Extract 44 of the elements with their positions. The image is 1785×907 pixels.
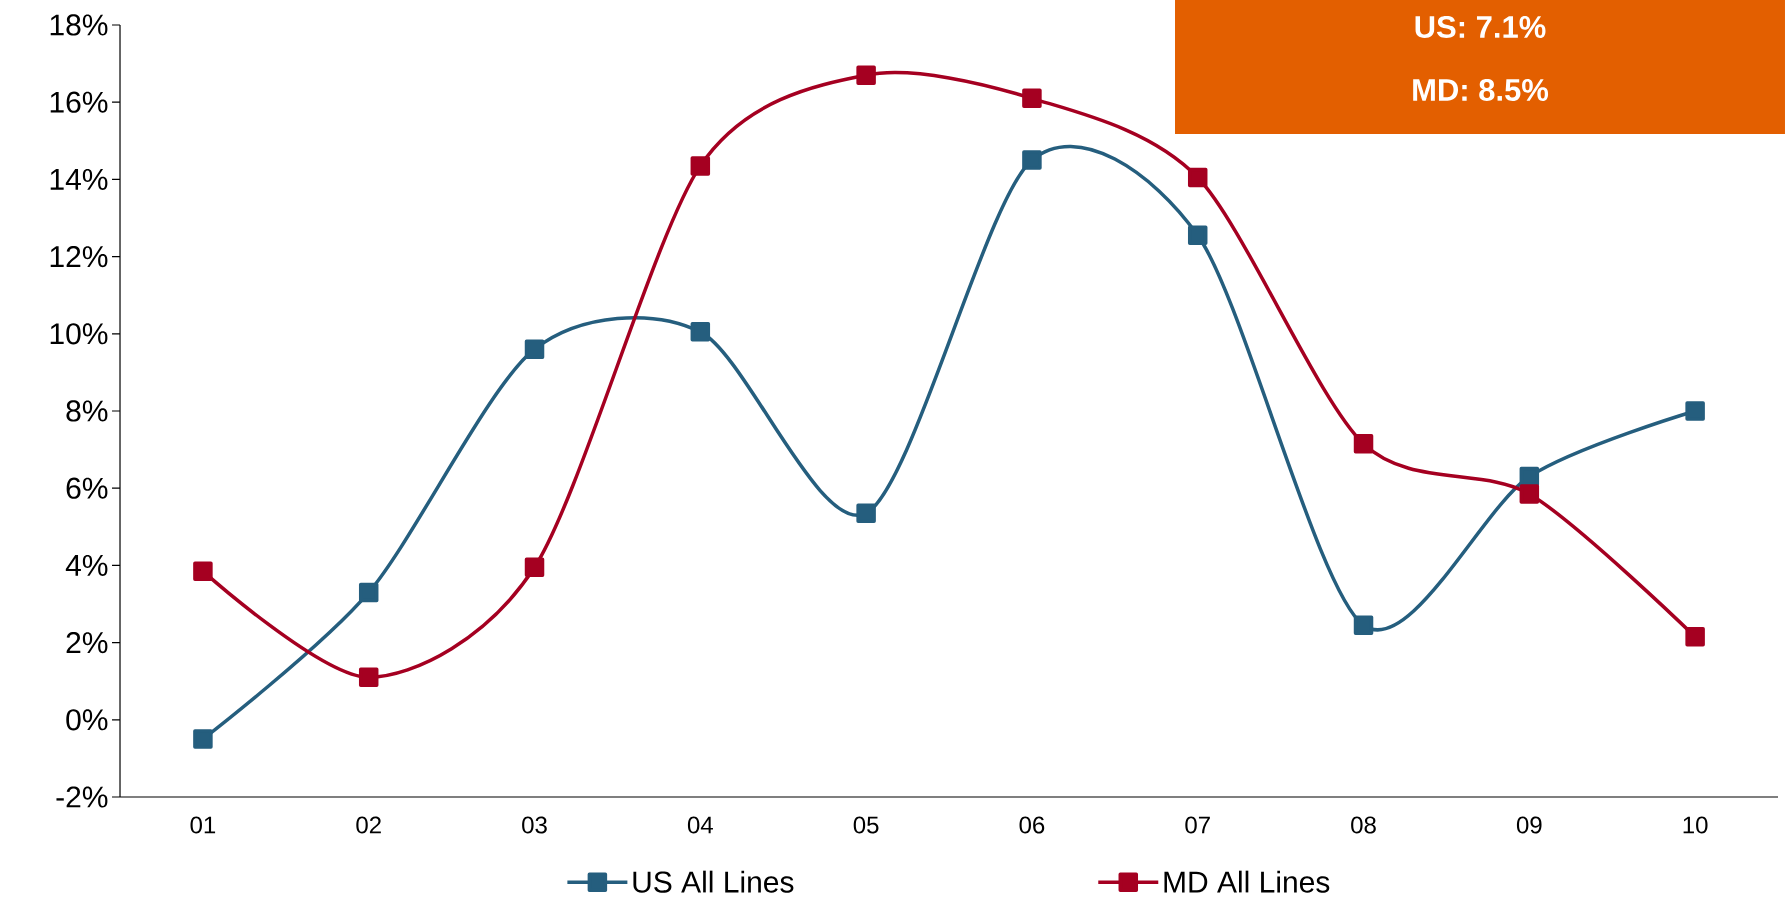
point xyxy=(193,561,213,581)
point xyxy=(1187,167,1208,188)
y-tick-label: -2% xyxy=(56,786,108,808)
point xyxy=(1022,88,1042,109)
point xyxy=(193,729,213,749)
point xyxy=(1353,615,1374,635)
legend-label: US All Lines xyxy=(633,870,794,893)
x-tick-label: 04 xyxy=(687,816,713,834)
point xyxy=(1519,484,1540,504)
point xyxy=(524,339,545,359)
legend-label: MD All Lines xyxy=(1164,870,1330,893)
x-tick-label: 03 xyxy=(522,816,547,834)
point xyxy=(856,503,876,524)
point xyxy=(1685,401,1705,421)
annotation: MD: 8.5% xyxy=(1413,79,1549,101)
point xyxy=(358,582,379,603)
y-tick-label: 6% xyxy=(66,477,108,499)
y-tick-label: 2% xyxy=(66,632,108,654)
x-tick-label: 09 xyxy=(1516,816,1542,834)
point xyxy=(1187,225,1208,246)
x-tick-label: 05 xyxy=(853,816,879,834)
y-tick-label: 4% xyxy=(65,554,108,576)
y-tick-label: 18% xyxy=(50,14,108,36)
point xyxy=(856,65,876,85)
x-tick-label: 10 xyxy=(1683,816,1708,834)
annotation: US: 7.1% xyxy=(1415,16,1546,38)
point xyxy=(1022,150,1042,170)
y-tick-label: 10% xyxy=(50,323,108,345)
y-tick-label: 8% xyxy=(66,400,108,422)
x-tick-label: 01 xyxy=(190,816,216,834)
x-tick-label: 07 xyxy=(1185,816,1210,834)
point xyxy=(524,557,545,578)
point xyxy=(690,322,711,342)
point xyxy=(690,156,711,176)
point xyxy=(1353,434,1374,454)
x-tick-label: 02 xyxy=(356,816,381,834)
point xyxy=(1685,627,1705,647)
point xyxy=(358,667,379,688)
x-tick-label: 08 xyxy=(1351,816,1376,834)
y-tick-label: 16% xyxy=(50,91,108,113)
y-tick-label: 12% xyxy=(50,246,108,268)
x-tick-label: 06 xyxy=(1019,816,1045,834)
y-tick-label: 14% xyxy=(50,168,108,190)
y-tick-label: 0% xyxy=(66,709,108,731)
